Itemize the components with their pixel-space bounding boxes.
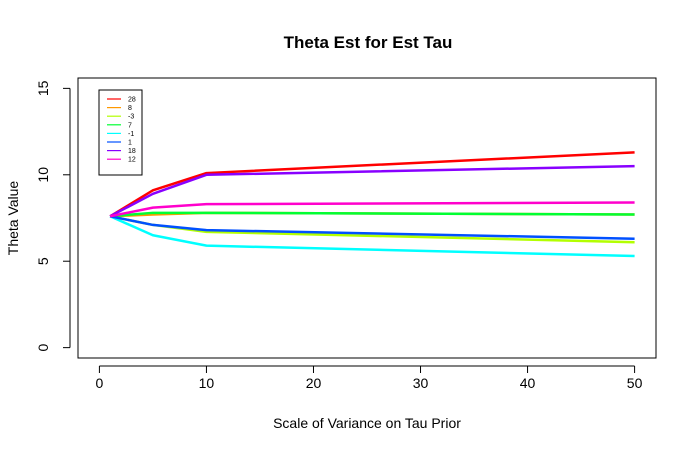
plot-frame <box>77 77 657 359</box>
legend-box <box>98 89 143 176</box>
y-tick-label: 0 <box>35 344 51 352</box>
y-axis: 0 5 10 15 <box>35 80 71 352</box>
x-tick-label: 50 <box>627 375 643 391</box>
x-tick-label: 40 <box>520 375 536 391</box>
y-axis-label: Theta Value <box>5 181 21 256</box>
x-tick-label: 20 <box>306 375 322 391</box>
legend-label: 12 <box>128 157 136 164</box>
legend: 288 -37 -1 118 12 <box>98 89 143 176</box>
series-line-18 <box>109 164 635 218</box>
legend-label: 8 <box>128 105 132 112</box>
x-tick-label: 30 <box>413 375 429 391</box>
chart-title: Theta Est for Est Tau <box>284 33 453 52</box>
legend-label: -1 <box>128 131 134 138</box>
legend-label: 18 <box>128 148 136 155</box>
x-axis-label: Scale of Variance on Tau Prior <box>273 415 461 431</box>
x-tick-label: 0 <box>96 375 104 391</box>
series-line-12 <box>109 201 635 218</box>
y-tick-label: 5 <box>35 257 51 265</box>
legend-label: 28 <box>128 97 136 104</box>
y-tick-label: 15 <box>35 80 51 96</box>
x-tick-label: 10 <box>199 375 215 391</box>
y-tick-label: 10 <box>35 167 51 183</box>
legend-label: -3 <box>128 114 134 121</box>
series-lines <box>109 151 635 258</box>
x-axis: 0 10 20 30 40 50 <box>96 365 643 391</box>
series-line-1 <box>109 215 635 240</box>
legend-label: 7 <box>128 122 132 129</box>
series-line--1 <box>109 215 635 258</box>
series-line-7 <box>110 211 635 218</box>
series-line-28 <box>109 151 635 218</box>
legend-label: 1 <box>128 140 132 147</box>
